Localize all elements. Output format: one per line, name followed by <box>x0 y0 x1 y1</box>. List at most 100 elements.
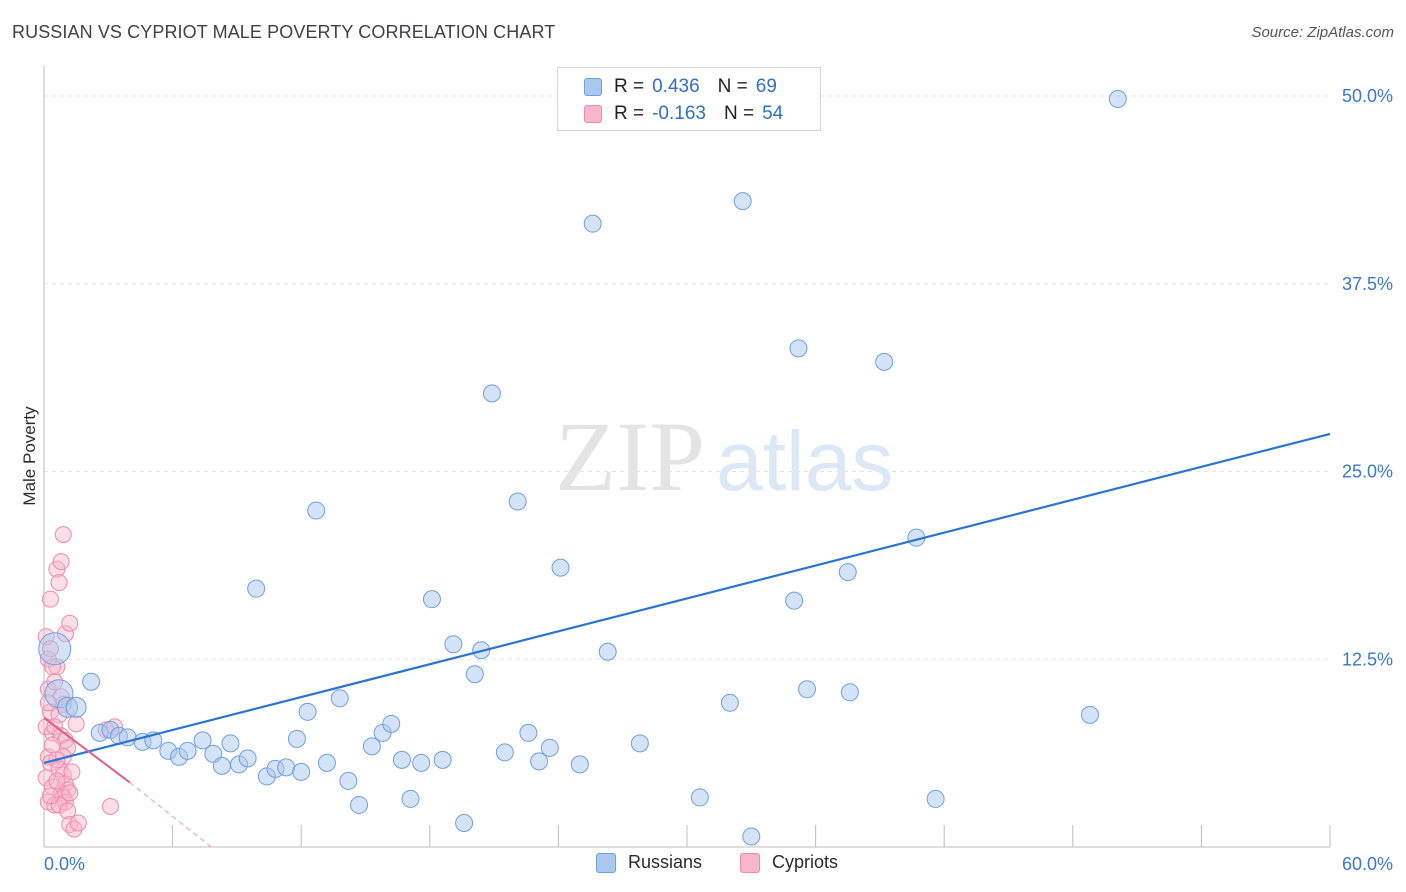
russian-point <box>298 702 317 721</box>
legend-item-russians[interactable]: Russians <box>596 852 702 873</box>
russian-point <box>508 492 527 511</box>
legend-r-label: R = <box>614 76 645 97</box>
grid-layer <box>44 95 1330 660</box>
russian-point <box>277 758 296 777</box>
legend-n-value: 54 <box>762 103 784 124</box>
legend-n-value: 69 <box>755 76 777 97</box>
legend-row-russians: R = 0.436 N = 69 <box>584 75 777 99</box>
cypriot-point <box>61 784 79 802</box>
y-axis-label: Male Poverty <box>20 406 39 506</box>
cypriots-trend-extension <box>129 781 212 848</box>
russians-legend-swatch <box>596 852 616 873</box>
stats-legend: R = 0.436 N = 69 R = -0.163 N = 54 <box>557 67 821 131</box>
russian-point <box>540 738 559 757</box>
cypriots-swatch <box>584 105 602 123</box>
russian-point <box>798 680 817 699</box>
cypriot-point <box>54 526 72 544</box>
russian-point <box>875 352 894 371</box>
russian-point <box>178 741 197 760</box>
x-tick-label: 0.0% <box>44 854 85 874</box>
legend-n-label: N = <box>717 76 748 97</box>
cypriot-point <box>69 814 87 832</box>
russian-point <box>317 753 336 772</box>
legend-r-value: -0.163 <box>652 103 706 124</box>
y-tick-label: 25.0% <box>1342 462 1393 482</box>
russian-point <box>720 693 739 712</box>
cypriot-point <box>61 614 79 632</box>
russian-point <box>350 795 369 814</box>
legend-r-value: 0.436 <box>652 76 700 97</box>
russian-point <box>221 734 240 753</box>
cypriot-point <box>63 763 81 781</box>
legend-label-russians: Russians <box>628 852 703 872</box>
russian-point <box>247 579 266 598</box>
russian-point <box>519 723 538 742</box>
russian-point <box>465 665 484 684</box>
cypriot-point <box>50 574 68 592</box>
russian-point <box>193 731 212 750</box>
russian-point <box>482 384 501 403</box>
cypriots-legend-swatch <box>740 852 760 873</box>
russian-point <box>392 750 411 769</box>
russian-point <box>598 642 617 661</box>
cypriot-point <box>52 553 70 571</box>
legend-item-cypriots[interactable]: Cypriots <box>740 852 838 873</box>
russians-swatch <box>584 78 602 96</box>
y-tick-label: 50.0% <box>1342 86 1393 106</box>
russian-point <box>401 789 420 808</box>
russian-point <box>339 771 358 790</box>
russian-point <box>444 635 463 654</box>
russian-point <box>212 756 231 775</box>
russian-point <box>412 753 431 772</box>
russian-point <box>551 558 570 577</box>
cypriot-point <box>59 802 77 820</box>
watermark-zip: ZIP <box>555 401 705 512</box>
legend-r-label: R = <box>614 103 645 124</box>
russian-point <box>495 743 514 762</box>
trend-lines <box>43 432 1331 848</box>
russian-point <box>789 339 808 358</box>
tick-labels: 12.5% 25.0% 37.5% 50.0% 0.0% 60.0% <box>44 86 1393 874</box>
russian-point <box>65 696 87 718</box>
russian-point <box>287 729 306 748</box>
cypriot-point <box>65 820 83 838</box>
russian-point <box>330 689 349 708</box>
russian-point <box>742 827 761 846</box>
russian-point <box>382 714 401 733</box>
watermark-atlas: atlas <box>716 414 893 508</box>
russian-point <box>292 762 311 781</box>
russian-point <box>1108 90 1127 109</box>
legend-n-label: N = <box>723 103 755 124</box>
russian-point <box>838 563 857 582</box>
russian-point <box>433 750 452 769</box>
russian-point <box>926 789 945 808</box>
russian-point <box>422 590 441 609</box>
russian-point <box>307 501 326 520</box>
cypriot-point <box>67 715 85 733</box>
cypriot-point <box>50 796 68 814</box>
russian-point <box>38 632 72 666</box>
source-credit: Source: ZipAtlas.com <box>1251 24 1394 41</box>
russians-trend-line <box>43 432 1331 764</box>
russian-point <box>785 591 804 610</box>
cypriot-point <box>37 769 55 787</box>
russian-point <box>1080 705 1099 724</box>
russian-point <box>583 214 602 233</box>
russian-point <box>82 672 101 691</box>
cypriot-point <box>44 736 62 754</box>
y-tick-label: 12.5% <box>1342 649 1393 669</box>
russian-point <box>733 192 752 211</box>
russian-point <box>570 755 589 774</box>
cypriots-trend-line <box>43 717 131 784</box>
cypriot-point <box>48 772 66 790</box>
cypriots-points <box>37 526 124 838</box>
russian-point <box>362 737 381 756</box>
legend-label-cypriots: Cypriots <box>772 852 839 872</box>
russian-point <box>690 788 709 807</box>
russian-point <box>238 749 257 768</box>
russian-point <box>630 734 649 753</box>
cypriot-point <box>101 797 119 815</box>
cypriot-point <box>41 590 59 608</box>
x-tick-label: 60.0% <box>1342 854 1393 874</box>
